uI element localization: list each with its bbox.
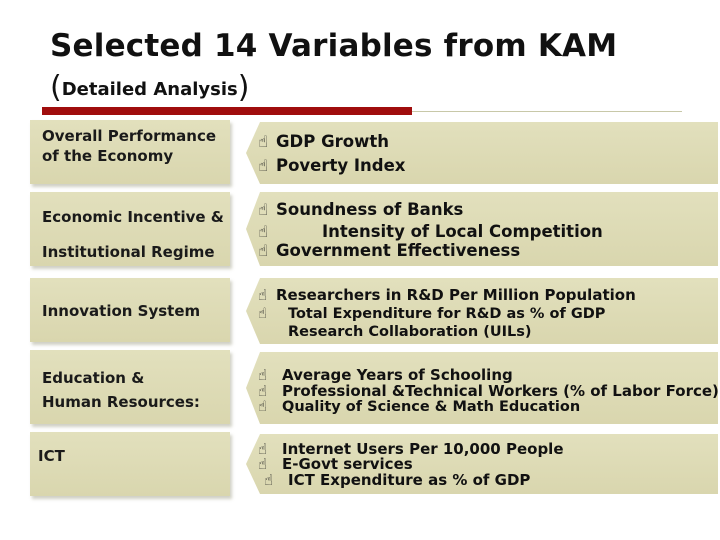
variable-item: ☝ Intensity of Local Competition	[258, 222, 603, 241]
category-label-line: Economic Incentive &	[42, 208, 224, 226]
slide-subtitle: (Detailed Analysis)	[50, 70, 249, 105]
cursor-hand-icon: ☝	[258, 222, 269, 241]
category-label-line: Overall Performance	[42, 127, 217, 145]
cursor-hand-icon: ☝	[258, 306, 267, 322]
category-box-innovation-system: Innovation System	[30, 278, 230, 342]
variable-item: ☝ Government Effectiveness	[258, 241, 521, 260]
variable-item: ☝ Total Expenditure for R&D as % of GDP	[258, 306, 606, 322]
category-box-ict: ICT	[30, 432, 230, 496]
category-label-line: Education &	[42, 369, 145, 387]
variable-item: ☝ Researchers in R&D Per Million Populati…	[258, 286, 636, 304]
cursor-hand-icon: ☝	[258, 132, 269, 151]
slide-title: Selected 14 Variables from KAM	[50, 28, 618, 64]
cursor-hand-icon: ☝	[258, 455, 268, 473]
cursor-hand-icon: ☝	[258, 399, 267, 415]
cursor-hand-icon: ☝	[258, 366, 268, 384]
variable-item: ☝ Quality of Science & Math Education	[258, 399, 581, 415]
title-underline-tail	[412, 111, 682, 112]
cursor-hand-icon: ☝	[258, 200, 269, 219]
subtitle-text: Detailed Analysis	[61, 79, 238, 100]
category-box-overall-performance: Overall Performance of the Economy	[30, 120, 230, 184]
variable-item: ☝ GDP Growth	[258, 132, 389, 151]
cursor-hand-icon: ☝	[264, 471, 274, 489]
cursor-hand-icon: ☝	[258, 440, 268, 458]
category-label-line: of the Economy	[42, 147, 174, 165]
variable-item: ☝ Average Years of Schooling	[258, 366, 513, 384]
category-box-education: Education & Human Resources:	[30, 350, 230, 424]
category-label-line: Institutional Regime	[42, 243, 215, 261]
variable-item: ☝ ICT Expenditure as % of GDP	[264, 471, 531, 489]
variables-box-overall-performance: ☝ GDP Growth ☝ Poverty Index	[246, 122, 718, 184]
variables-box-ict: ☝ Internet Users Per 10,000 People ☝ E-Gov…	[246, 434, 718, 494]
cursor-hand-icon: ☝	[258, 286, 268, 304]
category-label-line: ICT	[38, 447, 65, 465]
subtitle-close-paren: )	[237, 70, 250, 105]
title-underline-bar	[42, 107, 412, 115]
cursor-hand-icon: ☝	[258, 156, 269, 175]
variables-box-education: ☝ Average Years of Schooling ☝ Professiona…	[246, 352, 718, 424]
variables-box-innovation-system: ☝ Researchers in R&D Per Million Populati…	[246, 278, 718, 344]
cursor-hand-icon: ☝	[258, 382, 268, 400]
variable-item: Research Collaboration (UILs)	[288, 324, 532, 340]
variable-item: ☝ Poverty Index	[258, 156, 406, 175]
category-label-line: Human Resources:	[42, 393, 200, 411]
category-label-line: Innovation System	[42, 302, 201, 320]
subtitle-open-paren: (	[50, 70, 62, 105]
variable-item: ☝ Internet Users Per 10,000 People	[258, 440, 564, 458]
cursor-hand-icon: ☝	[258, 241, 269, 260]
variable-item: ☝ Professional &Technical Workers (% of L…	[258, 382, 718, 400]
variable-item: ☝ Soundness of Banks	[258, 200, 464, 219]
category-box-economic-incentive: Economic Incentive & Institutional Regim…	[30, 192, 230, 266]
variables-box-economic-incentive: ☝ Soundness of Banks ☝ Intensity of Local …	[246, 192, 718, 266]
variable-item: ☝ E-Govt services	[258, 455, 413, 473]
